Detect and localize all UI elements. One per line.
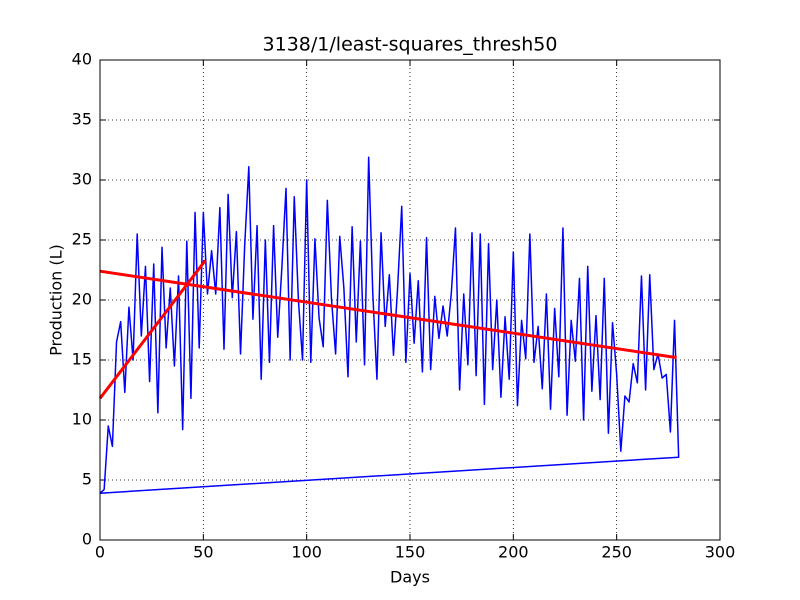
x-tick-label: 300 — [705, 543, 736, 562]
y-tick-label: 25 — [72, 230, 92, 249]
x-tick-label: 250 — [601, 543, 632, 562]
x-tick-label: 100 — [291, 543, 322, 562]
x-tick-label: 0 — [95, 543, 105, 562]
x-tick-label: 50 — [193, 543, 213, 562]
x-tick-label: 200 — [498, 543, 529, 562]
y-axis-label: Production (L) — [47, 244, 66, 356]
y-tick-label: 20 — [72, 290, 92, 309]
y-tick-label: 5 — [82, 470, 92, 489]
y-tick-label: 15 — [72, 350, 92, 369]
y-tick-label: 0 — [82, 530, 92, 549]
y-tick-label: 30 — [72, 170, 92, 189]
x-axis-label: Days — [390, 568, 430, 587]
y-tick-label: 40 — [72, 50, 92, 69]
y-tick-label: 35 — [72, 110, 92, 129]
y-tick-label: 10 — [72, 410, 92, 429]
plot-frame — [99, 59, 721, 541]
data-line — [99, 269, 677, 360]
x-tick-label: 150 — [395, 543, 426, 562]
chart-title: 3138/1/least-squares_thresh50 — [263, 34, 558, 56]
